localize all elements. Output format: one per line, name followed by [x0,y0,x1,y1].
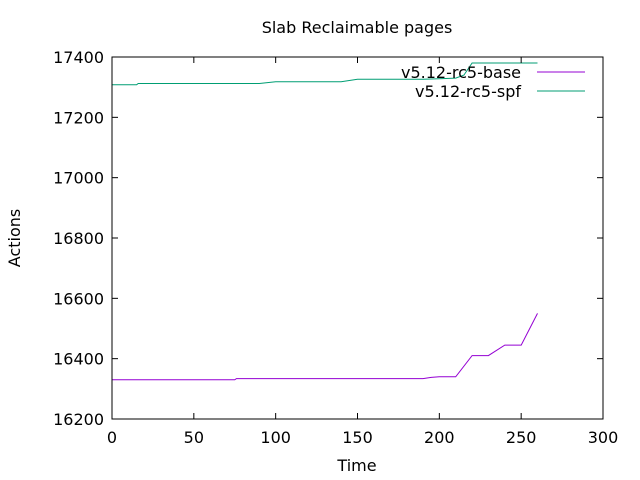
x-tick-label: 100 [260,428,291,447]
plot-frame [111,56,604,420]
y-tick-label: 17400 [53,48,104,67]
x-tick-label: 0 [107,428,117,447]
series-line-1 [112,62,538,86]
series-layer [112,62,538,381]
y-tick-label: 16800 [53,229,104,248]
y-tick-label: 16600 [53,289,104,308]
x-tick-label: 300 [588,428,619,447]
y-tick-label: 16400 [53,350,104,369]
x-axis-label: Time [336,456,376,475]
x-tick-label: 150 [342,428,373,447]
series-line-0 [112,313,538,381]
legend-label: v5.12-rc5-base [401,63,521,82]
x-tick-label: 50 [184,428,204,447]
y-tick-label: 17200 [53,108,104,127]
x-tick-label: 200 [424,428,455,447]
tick-layer: 0 50 100 150 200 250 300 16200 16400 16600 16800 17… [53,48,618,447]
y-axis-label: Actions [5,209,24,267]
y-tick-label: 16200 [53,410,104,429]
x-tick-label: 250 [506,428,537,447]
legend-label: v5.12-rc5-spf [415,82,521,101]
y-tick-label: 17000 [53,169,104,188]
chart-title: Slab Reclaimable pages [262,18,453,37]
